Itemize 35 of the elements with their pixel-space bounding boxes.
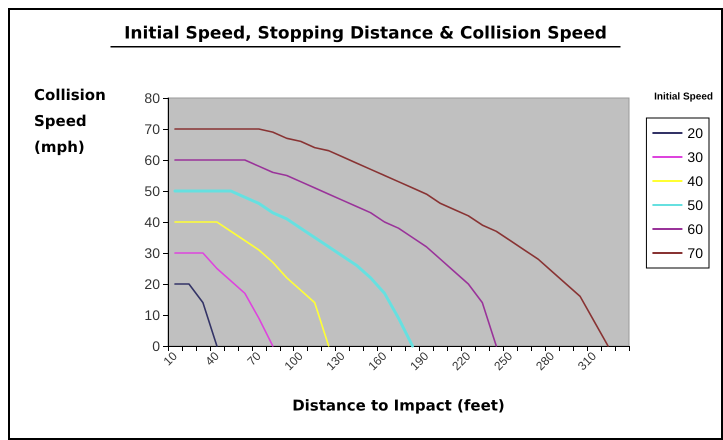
y-tick-label: 0 <box>152 338 160 354</box>
line-series <box>173 190 414 348</box>
x-tick-label: 100 <box>282 348 306 374</box>
legend-label: 20 <box>687 125 704 141</box>
x-tick-label: 310 <box>574 348 600 374</box>
x-tick-label: 250 <box>491 348 516 374</box>
x-axis-title: Distance to Impact (feet) <box>292 396 505 414</box>
y-tick-label: 70 <box>144 121 160 137</box>
legend-title: Initial Speed <box>654 92 714 102</box>
line-series <box>174 221 330 347</box>
x-tick-label: 130 <box>324 348 348 374</box>
x-tick-label: 40 <box>202 348 222 368</box>
y-tick-label: 20 <box>144 276 160 292</box>
x-tick-label: 10 <box>160 348 180 368</box>
line-series <box>174 252 274 347</box>
x-tick-label: 190 <box>407 348 432 374</box>
y-tick-label: 60 <box>144 152 160 168</box>
x-tick-label: 220 <box>449 348 474 374</box>
y-tick-label: 30 <box>144 245 160 261</box>
y-tick-label: 80 <box>144 90 160 106</box>
line-series <box>174 128 609 347</box>
y-tick-label: 50 <box>144 183 160 199</box>
legend-label: 60 <box>687 221 704 237</box>
line-series <box>174 159 498 347</box>
legend-label: 40 <box>687 173 704 189</box>
x-tick-label: 70 <box>244 348 264 368</box>
legend-label: 50 <box>687 197 704 213</box>
legend-label: 70 <box>687 245 704 261</box>
x-tick-label: 280 <box>533 348 558 374</box>
y-tick-label: 40 <box>144 214 160 230</box>
x-tick-label: 160 <box>365 348 390 374</box>
legend-label: 30 <box>687 149 704 165</box>
y-axis-title: Collision Speed (mph) <box>34 86 106 156</box>
chart-title: Initial Speed, Stopping Distance & Collision Speed <box>124 24 607 44</box>
y-tick-label: 10 <box>144 307 160 323</box>
